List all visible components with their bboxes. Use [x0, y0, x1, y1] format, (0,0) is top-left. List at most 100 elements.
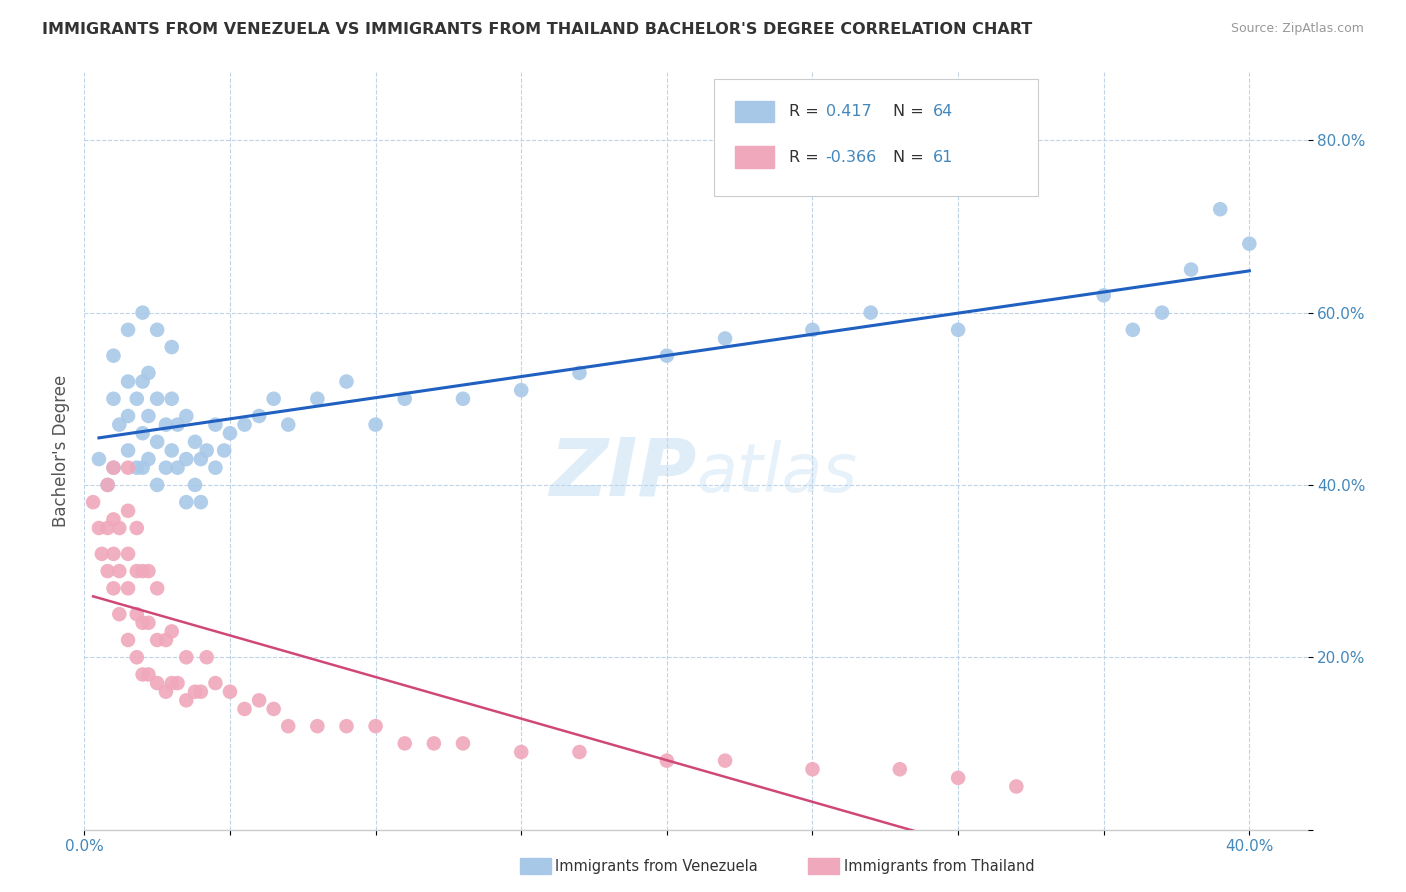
Point [423, 736, 446, 750]
Point [125, 392, 148, 406]
Point [714, 754, 737, 768]
Point [160, 443, 183, 458]
Point [108, 564, 131, 578]
Point [146, 323, 169, 337]
Point [195, 650, 218, 665]
Point [97, 478, 120, 492]
Text: N =: N = [893, 150, 929, 164]
Point [155, 684, 177, 698]
Point [204, 676, 226, 690]
Point [335, 719, 357, 733]
Point [131, 460, 153, 475]
Point [97, 564, 120, 578]
Point [655, 349, 678, 363]
Point [138, 564, 160, 578]
Point [160, 676, 183, 690]
Point [87, 521, 110, 535]
Point [184, 684, 207, 698]
Y-axis label: Bachelor's Degree: Bachelor's Degree [52, 375, 70, 526]
Point [1209, 202, 1232, 217]
Point [146, 434, 169, 449]
Point [451, 736, 474, 750]
Point [103, 460, 125, 475]
Point [108, 417, 131, 432]
Point [117, 460, 139, 475]
Point [801, 323, 824, 337]
Point [97, 478, 120, 492]
Point [125, 460, 148, 475]
Text: atlas: atlas [696, 441, 858, 506]
Point [204, 460, 226, 475]
Point [131, 426, 153, 441]
Point [307, 719, 329, 733]
Point [184, 478, 207, 492]
Text: R =: R = [789, 104, 824, 119]
Point [138, 667, 160, 681]
Point [97, 521, 120, 535]
Point [131, 375, 153, 389]
Point [233, 417, 256, 432]
Point [117, 633, 139, 648]
Point [394, 392, 416, 406]
Point [212, 443, 235, 458]
Point [174, 650, 197, 665]
Point [117, 547, 139, 561]
Point [190, 684, 212, 698]
Point [138, 366, 160, 380]
Point [247, 409, 270, 423]
Point [103, 392, 125, 406]
Point [1092, 288, 1115, 302]
Text: R =: R = [789, 150, 824, 164]
Point [138, 409, 160, 423]
Text: 0.417: 0.417 [825, 104, 872, 119]
Point [131, 667, 153, 681]
Point [233, 702, 256, 716]
Point [166, 676, 188, 690]
Point [131, 615, 153, 630]
Bar [735, 146, 775, 168]
Point [190, 452, 212, 467]
Point [117, 375, 139, 389]
Point [125, 650, 148, 665]
Point [117, 443, 139, 458]
Point [117, 409, 139, 423]
Point [125, 564, 148, 578]
Point [184, 434, 207, 449]
Point [451, 392, 474, 406]
Point [108, 521, 131, 535]
Point [568, 366, 591, 380]
Point [166, 417, 188, 432]
Point [103, 512, 125, 526]
Text: ZIP: ZIP [548, 434, 696, 512]
Point [1180, 262, 1202, 277]
Point [108, 607, 131, 622]
Point [394, 736, 416, 750]
Point [146, 582, 169, 596]
Point [510, 383, 533, 397]
Point [1005, 780, 1028, 794]
Point [946, 323, 969, 337]
Point [155, 417, 177, 432]
Point [889, 762, 911, 776]
Text: IMMIGRANTS FROM VENEZUELA VS IMMIGRANTS FROM THAILAND BACHELOR'S DEGREE CORRELAT: IMMIGRANTS FROM VENEZUELA VS IMMIGRANTS … [42, 22, 1032, 37]
Point [155, 460, 177, 475]
Point [307, 392, 329, 406]
Point [1239, 236, 1261, 251]
Point [146, 633, 169, 648]
Text: -0.366: -0.366 [825, 150, 877, 164]
Text: N =: N = [893, 104, 929, 119]
Point [103, 547, 125, 561]
Point [103, 349, 125, 363]
Point [155, 633, 177, 648]
Bar [520, 858, 551, 874]
Point [568, 745, 591, 759]
Point [364, 719, 387, 733]
Point [277, 719, 299, 733]
Point [103, 582, 125, 596]
Point [117, 504, 139, 518]
Point [146, 392, 169, 406]
Point [174, 409, 197, 423]
Point [219, 426, 242, 441]
Text: Source: ZipAtlas.com: Source: ZipAtlas.com [1230, 22, 1364, 36]
Point [946, 771, 969, 785]
